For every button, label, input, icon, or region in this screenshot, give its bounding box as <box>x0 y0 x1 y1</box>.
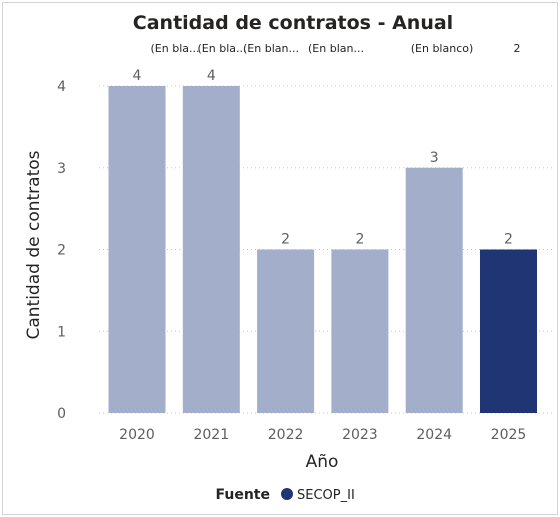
bar-2024[interactable] <box>405 167 463 413</box>
data-label-2024: 3 <box>430 150 439 166</box>
chart-title: Cantidad de contratos - Anual <box>133 12 453 34</box>
top-label: (En blan... <box>308 42 364 55</box>
x-axis-title: Año <box>306 452 339 472</box>
legend[interactable]: Fuente SECOP_II <box>216 487 355 503</box>
top-label: (En blan... <box>243 42 299 55</box>
x-tick-label-2023: 2023 <box>342 427 378 443</box>
x-axis-ticks: 2020 2021 2022 2023 2024 2025 <box>119 427 526 443</box>
y-tick-label: 3 <box>57 161 66 177</box>
bar-2020[interactable] <box>108 86 166 413</box>
data-label-2025: 2 <box>504 232 513 248</box>
x-tick-label-2024: 2024 <box>416 427 452 443</box>
y-tick-label: 2 <box>57 243 66 259</box>
top-label: (En bla... <box>151 42 200 55</box>
bar-2021[interactable] <box>182 86 240 413</box>
y-tick-label: 0 <box>57 406 66 422</box>
legend-dot-icon <box>281 488 293 500</box>
top-label: 2 <box>514 42 521 55</box>
data-label-2020: 4 <box>133 68 142 84</box>
data-labels: 4 4 2 2 3 2 <box>133 68 513 248</box>
legend-title: Fuente <box>216 487 270 503</box>
bars <box>108 86 537 414</box>
data-label-2023: 2 <box>355 232 364 248</box>
x-tick-label-2025: 2025 <box>491 427 527 443</box>
y-tick-label: 4 <box>57 79 66 95</box>
bar-2022[interactable] <box>257 249 315 414</box>
x-tick-label-2021: 2021 <box>193 427 229 443</box>
top-labels: (En bla...(En bla...(En blan... (En blan.… <box>151 42 521 55</box>
top-label: (En blanco) <box>411 42 474 55</box>
x-tick-label-2022: 2022 <box>268 427 304 443</box>
data-label-2021: 4 <box>207 68 216 84</box>
legend-item-secop: SECOP_II <box>297 488 355 503</box>
top-label: (En bla... <box>198 42 247 55</box>
bar-2023[interactable] <box>331 249 389 414</box>
y-axis-ticks: 0 1 2 3 4 <box>57 79 66 422</box>
bar-2025[interactable] <box>480 249 537 414</box>
y-axis-title: Cantidad de contratos <box>24 150 44 339</box>
y-tick-label: 1 <box>57 324 66 340</box>
x-tick-label-2020: 2020 <box>119 427 155 443</box>
data-label-2022: 2 <box>281 232 290 248</box>
